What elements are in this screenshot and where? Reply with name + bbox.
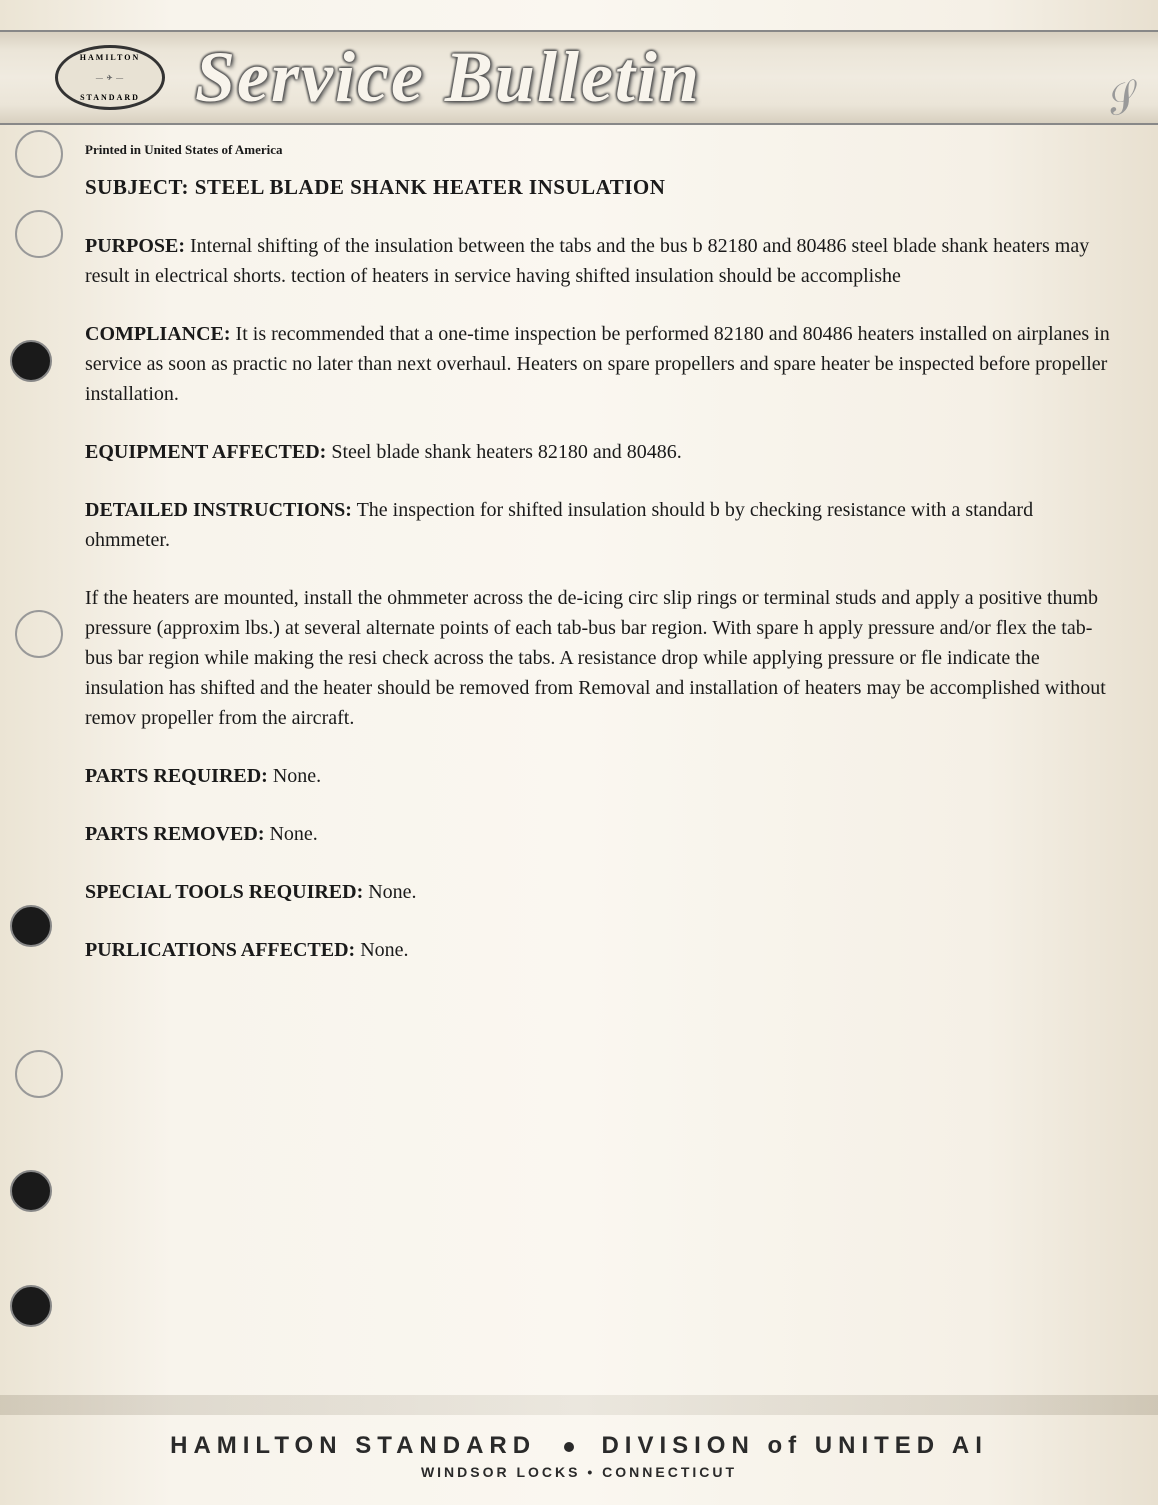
special-tools-label: SPECIAL TOOLS REQUIRED: (85, 881, 363, 903)
instructions-label: DETAILED INSTRUCTIONS: (85, 499, 352, 521)
punch-hole-outline (15, 130, 63, 178)
footer: HAMILTON STANDARD DIVISION of UNITED AI … (0, 1432, 1158, 1480)
instructions-paragraph: DETAILED INSTRUCTIONS: The inspection fo… (85, 495, 1118, 555)
publications-label: PURLICATIONS AFFECTED: (85, 939, 355, 961)
purpose-text: Internal shifting of the insulation betw… (85, 235, 1089, 287)
special-tools-paragraph: SPECIAL TOOLS REQUIRED: None. (85, 877, 1118, 907)
logo-mid-decoration: — ✈ — (96, 74, 124, 82)
purpose-paragraph: PURPOSE: Internal shifting of the insula… (85, 231, 1118, 291)
parts-required-text: None. (273, 765, 321, 787)
logo-top-text: HAMILTON (80, 53, 140, 62)
bulletin-title: Service Bulletin (195, 36, 701, 119)
logo-bottom-text: STANDARD (80, 93, 140, 102)
compliance-label: COMPLIANCE: (85, 323, 231, 345)
punch-hole (10, 1285, 52, 1327)
hamilton-standard-logo: HAMILTON — ✈ — STANDARD (55, 45, 165, 110)
subject-line: SUBJECT: STEEL BLADE SHANK HEATER INSULA… (85, 172, 1118, 204)
parts-required-paragraph: PARTS REQUIRED: None. (85, 761, 1118, 791)
document-content: Printed in United States of America SUBJ… (85, 140, 1118, 993)
parts-removed-text: None. (269, 823, 317, 845)
compliance-text: It is recommended that a one-time inspec… (85, 323, 1110, 405)
punch-hole-outline (15, 1050, 63, 1098)
footer-dot-icon (564, 1442, 574, 1452)
footer-location: WINDSOR LOCKS • CONNECTICUT (0, 1464, 1158, 1480)
header-band: HAMILTON — ✈ — STANDARD Service Bulletin (0, 30, 1158, 125)
footer-company: HAMILTON STANDARD (170, 1432, 536, 1459)
parts-required-label: PARTS REQUIRED: (85, 765, 268, 787)
document-page: HAMILTON — ✈ — STANDARD Service Bulletin… (0, 0, 1158, 1505)
subject-text: STEEL BLADE SHANK HEATER INSULATION (195, 175, 666, 199)
punch-hole (10, 1170, 52, 1212)
equipment-text: Steel blade shank heaters 82180 and 8048… (331, 441, 681, 463)
equipment-paragraph: EQUIPMENT AFFECTED: Steel blade shank he… (85, 437, 1118, 467)
parts-removed-paragraph: PARTS REMOVED: None. (85, 819, 1118, 849)
compliance-paragraph: COMPLIANCE: It is recommended that a one… (85, 319, 1118, 409)
publications-text: None. (360, 939, 408, 961)
purpose-label: PURPOSE: (85, 235, 185, 257)
subject-label: SUBJECT: (85, 175, 189, 199)
punch-hole (10, 340, 52, 382)
footer-main: HAMILTON STANDARD DIVISION of UNITED AI (0, 1432, 1158, 1460)
printed-note: Printed in United States of America (85, 140, 1118, 160)
parts-removed-label: PARTS REMOVED: (85, 823, 264, 845)
punch-hole-outline (15, 210, 63, 258)
special-tools-text: None. (368, 881, 416, 903)
publications-paragraph: PURLICATIONS AFFECTED: None. (85, 935, 1118, 965)
instructions-detail-paragraph: If the heaters are mounted, install the … (85, 583, 1118, 733)
smudge-decoration (0, 1395, 1158, 1415)
punch-hole (10, 905, 52, 947)
punch-hole-outline (15, 610, 63, 658)
footer-division: DIVISION of UNITED AI (601, 1432, 987, 1459)
equipment-label: EQUIPMENT AFFECTED: (85, 441, 326, 463)
